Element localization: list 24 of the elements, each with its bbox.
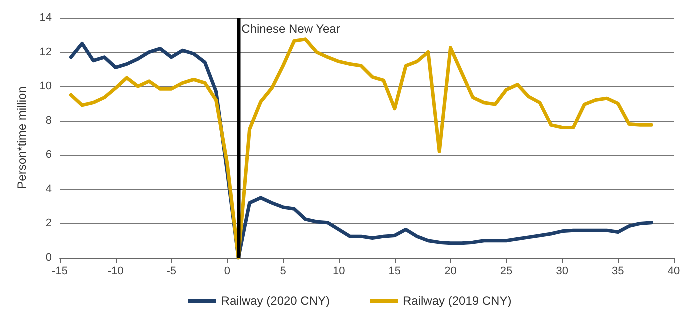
x-tick-label: 40 — [668, 266, 680, 278]
x-tick-label: 15 — [388, 266, 402, 278]
legend-label: Railway (2019 CNY) — [403, 294, 512, 308]
x-tick-label: 0 — [224, 266, 231, 278]
y-tick-label: 8 — [46, 114, 52, 127]
x-tick-label: -5 — [166, 266, 177, 278]
x-tick-label: -15 — [52, 266, 68, 278]
legend-label: Railway (2020 CNY) — [221, 294, 330, 308]
x-tick-label: -10 — [108, 266, 124, 278]
x-tick-label: 25 — [500, 266, 513, 278]
x-tick-label: 10 — [332, 266, 346, 278]
x-tick-label: 30 — [556, 266, 568, 278]
y-tick-label: 12 — [40, 46, 52, 58]
x-tick-label: 20 — [444, 266, 457, 278]
x-tick-label: 5 — [280, 266, 286, 278]
ref-line-label: Chinese New Year — [242, 22, 340, 36]
y-tick-label: 2 — [46, 218, 52, 230]
y-tick-label: 6 — [46, 149, 52, 162]
y-axis-title: Person*time million — [15, 86, 29, 190]
y-tick-label: 14 — [40, 12, 52, 24]
y-tick-label: 10 — [40, 80, 52, 93]
y-tick-label: 0 — [46, 252, 52, 264]
y-tick-label: 4 — [46, 183, 52, 196]
x-tick-label: 35 — [612, 266, 624, 278]
